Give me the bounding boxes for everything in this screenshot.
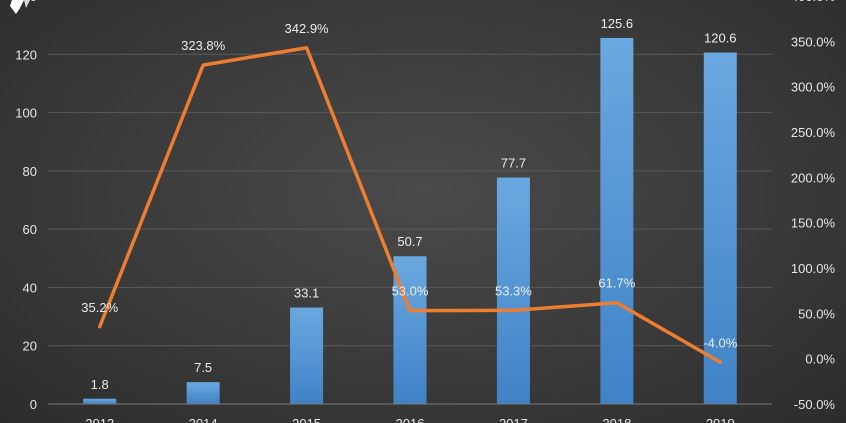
x-tick-label: 2014 — [189, 416, 218, 423]
line-value-label: 53.0% — [392, 284, 429, 299]
bar-value-label: 7.5 — [194, 360, 212, 375]
bar — [496, 177, 530, 404]
axes: 020406080100120140-50.0%0.0%50.0%100.0%1… — [15, 0, 835, 423]
line-value-label: -4.0% — [703, 335, 737, 350]
line-value-label: 53.3% — [495, 283, 532, 298]
bar-value-label: 50.7 — [397, 234, 422, 249]
line-value-label: 323.8% — [181, 38, 226, 53]
x-tick-label: 2018 — [602, 416, 631, 423]
x-tick-label: 2019 — [706, 416, 735, 423]
bar — [600, 37, 634, 405]
y-tick-label: 120 — [15, 47, 37, 62]
y2-tick-label: 250.0% — [791, 125, 836, 140]
line-series — [97, 46, 723, 365]
growth-line — [97, 46, 723, 365]
y-tick-label: 60 — [23, 222, 37, 237]
y2-tick-label: 300.0% — [791, 80, 836, 95]
bar — [290, 307, 324, 404]
y-tick-label: 0 — [30, 397, 37, 412]
bar-series — [83, 37, 737, 405]
line-value-label: 342.9% — [285, 21, 330, 36]
y2-tick-label: 150.0% — [791, 216, 836, 231]
bar-value-label: 33.1 — [294, 286, 319, 301]
bar-value-label: 125.6 — [601, 16, 634, 31]
x-tick-label: 2013 — [85, 416, 114, 423]
bar — [83, 398, 117, 404]
y-tick-label: 40 — [23, 280, 37, 295]
bar-value-label: 1.8 — [91, 377, 109, 392]
bar — [703, 52, 737, 405]
bar-value-label: 120.6 — [704, 31, 737, 46]
data-labels: 1.8 7.5 33.1 50.7 77.7 125.6 120.6 35.2% 323.8% 3… — [81, 16, 737, 392]
x-tick-label: 2015 — [292, 416, 321, 423]
x-tick-label: 2016 — [396, 416, 425, 423]
y-tick-label: 20 — [23, 339, 37, 354]
bar-value-label: 77.7 — [501, 156, 526, 171]
y2-tick-label: -50.0% — [794, 397, 836, 412]
corner-logo-icon — [10, 0, 30, 14]
y2-tick-label: 350.0% — [791, 34, 836, 49]
bar — [186, 382, 220, 404]
line-value-label: 35.2% — [81, 300, 118, 315]
y2-tick-label: 50.0% — [798, 306, 835, 321]
y2-tick-label: 400.0% — [791, 0, 836, 4]
y2-tick-label: 0.0% — [805, 352, 835, 367]
y2-tick-label: 100.0% — [791, 261, 836, 276]
y2-tick-label: 200.0% — [791, 170, 836, 185]
y-tick-label: 80 — [23, 164, 37, 179]
line-value-label: 61.7% — [598, 276, 635, 291]
y-tick-label: 100 — [15, 106, 37, 121]
x-tick-label: 2017 — [499, 416, 528, 423]
